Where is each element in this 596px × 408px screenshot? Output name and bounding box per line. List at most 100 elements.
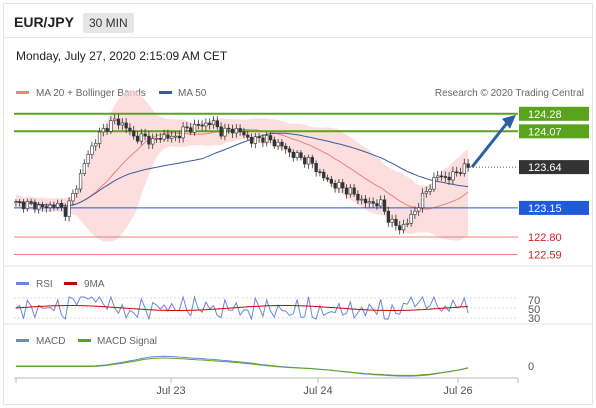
ma50-legend-swatch <box>159 91 172 94</box>
candle-body <box>78 173 83 190</box>
candle-body <box>356 193 360 201</box>
candle-body <box>466 163 470 168</box>
rsi-legend-label: RSI <box>36 279 53 290</box>
timeframe-button[interactable]: 30 MIN <box>83 13 134 33</box>
candle-body <box>436 175 440 178</box>
candle-body <box>261 137 265 143</box>
forecast-arrow-head <box>502 114 516 129</box>
candle-body <box>458 172 463 174</box>
credit-text: Research © 2020 Trading Central <box>435 88 584 99</box>
level-tag-124.28 <box>519 106 589 121</box>
forecast-arrow-shaft <box>470 120 510 169</box>
candle-body <box>265 135 269 143</box>
candle-body <box>284 145 288 150</box>
candle-body <box>420 192 425 209</box>
rsi-axis: 70 50 30 <box>528 295 540 325</box>
candle-body <box>173 135 178 138</box>
level-labels: 124.28 124.07 123.64 123.15 122.80 122.59 <box>519 106 589 262</box>
candle-body <box>443 176 448 178</box>
level-label-124.07: 124.07 <box>528 126 562 138</box>
ma20-legend-label: MA 20 + Bollinger Bands <box>36 88 146 99</box>
candle-body <box>318 171 322 173</box>
candle-body <box>120 122 125 126</box>
rsi-tick-50: 50 <box>528 304 540 316</box>
candle-body <box>322 171 326 179</box>
candle-body <box>196 124 201 126</box>
candle-body <box>101 128 106 133</box>
chart-datetime: Monday, July 27, 2020 2:15:09 AM CET <box>16 49 228 63</box>
candle-body <box>67 200 71 217</box>
candle-body <box>154 138 159 140</box>
candle-body <box>306 157 311 165</box>
candle-body <box>18 201 22 203</box>
candle-body <box>234 128 239 134</box>
macd-legend-label: MACD <box>36 336 65 347</box>
candle-body <box>363 198 368 204</box>
macd-legend-swatch <box>16 339 29 342</box>
candle-body <box>40 204 45 207</box>
candle-body <box>276 141 280 147</box>
candle-body <box>360 198 364 201</box>
candle-body <box>211 120 216 126</box>
candle-body <box>97 131 102 144</box>
candle-body <box>333 183 337 189</box>
candle-body <box>177 135 182 139</box>
rsi-ma-line <box>15 305 469 311</box>
candle-body <box>428 188 432 192</box>
currency-pair: EUR/JPY <box>14 14 74 30</box>
level-label-123.64: 123.64 <box>528 162 562 174</box>
x-axis: Jul 23 Jul 24 Jul 26 <box>14 377 519 397</box>
rsi-legend: RSI 9MA <box>16 279 105 290</box>
candle-body <box>386 210 391 223</box>
candle-body <box>21 201 26 209</box>
macd-tick-0: 0 <box>528 361 534 373</box>
candle-body <box>287 148 292 153</box>
candle-body <box>44 206 49 209</box>
candle-body <box>94 143 98 147</box>
candle-body <box>394 218 398 226</box>
level-tag-124.07 <box>519 124 589 139</box>
level-tag-123.64 <box>519 160 589 175</box>
macd-pane <box>15 355 469 377</box>
rsi-legend-swatch <box>16 282 29 285</box>
candle-body <box>382 199 387 212</box>
candle-body <box>52 204 56 208</box>
candle-body <box>299 152 303 158</box>
ma20-legend-swatch <box>16 91 29 94</box>
level-label-122.59: 122.59 <box>528 250 562 262</box>
candle-body <box>105 128 109 132</box>
candle-body <box>310 157 315 164</box>
forecast-annotation <box>470 114 516 169</box>
candle-body <box>48 204 52 209</box>
candle-body <box>14 201 18 203</box>
candle-body <box>337 182 341 189</box>
candle-body <box>295 152 299 158</box>
macd-signal-legend-label: MACD Signal <box>97 336 157 347</box>
x-label-jul24: Jul 24 <box>303 385 332 397</box>
candle-body <box>242 131 246 136</box>
candle-body <box>253 136 258 144</box>
candle-body <box>280 141 284 147</box>
rsi-ma-legend-label: 9MA <box>84 279 105 290</box>
level-label-123.15: 123.15 <box>528 203 562 215</box>
candle-body <box>303 157 307 165</box>
candle-body <box>139 133 144 142</box>
candle-body <box>223 127 227 137</box>
moving-averages <box>15 129 469 210</box>
candle-body <box>249 137 254 144</box>
macd-legend: MACD MACD Signal <box>16 336 157 347</box>
candle-body <box>151 138 155 145</box>
candle-body <box>135 135 140 142</box>
candle-body <box>230 128 235 134</box>
candle-body <box>132 130 136 137</box>
candle-body <box>143 133 147 137</box>
candle-body <box>379 199 383 207</box>
candle-body <box>128 127 132 132</box>
candle-body <box>219 126 223 137</box>
ma50-line <box>15 132 469 207</box>
candle-body <box>82 163 87 174</box>
candle-body <box>462 163 467 174</box>
candle-body <box>272 139 277 147</box>
candle-body <box>59 203 64 208</box>
candle-body <box>409 214 413 224</box>
